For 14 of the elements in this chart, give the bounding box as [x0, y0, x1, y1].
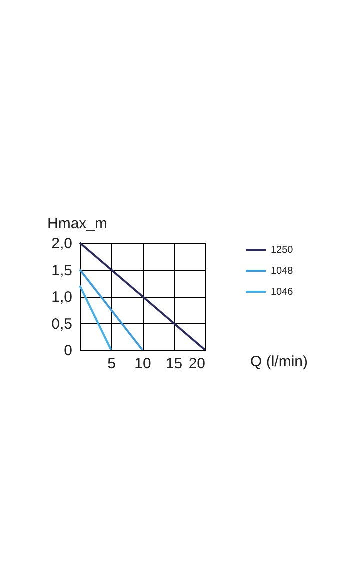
- legend-label: 1046: [271, 287, 294, 298]
- legend-label: 1048: [271, 266, 294, 277]
- legend-label: 1250: [271, 245, 294, 256]
- y-tick-label: 1,5: [52, 262, 72, 280]
- x-tick-label: 10: [134, 356, 152, 372]
- x-tick-label: 5: [108, 356, 116, 372]
- x-tick-label: 20: [188, 356, 206, 372]
- y-tick-label: 2,0: [52, 236, 72, 252]
- x-axis-title: Q (l/min): [250, 354, 308, 370]
- y-axis-title: Hmax_m: [48, 216, 108, 232]
- y-tick-label: 0: [64, 342, 72, 360]
- y-tick-label: 0,5: [52, 316, 72, 333]
- x-tick-label: 15: [166, 356, 183, 372]
- y-tick-label: 1,0: [52, 289, 72, 306]
